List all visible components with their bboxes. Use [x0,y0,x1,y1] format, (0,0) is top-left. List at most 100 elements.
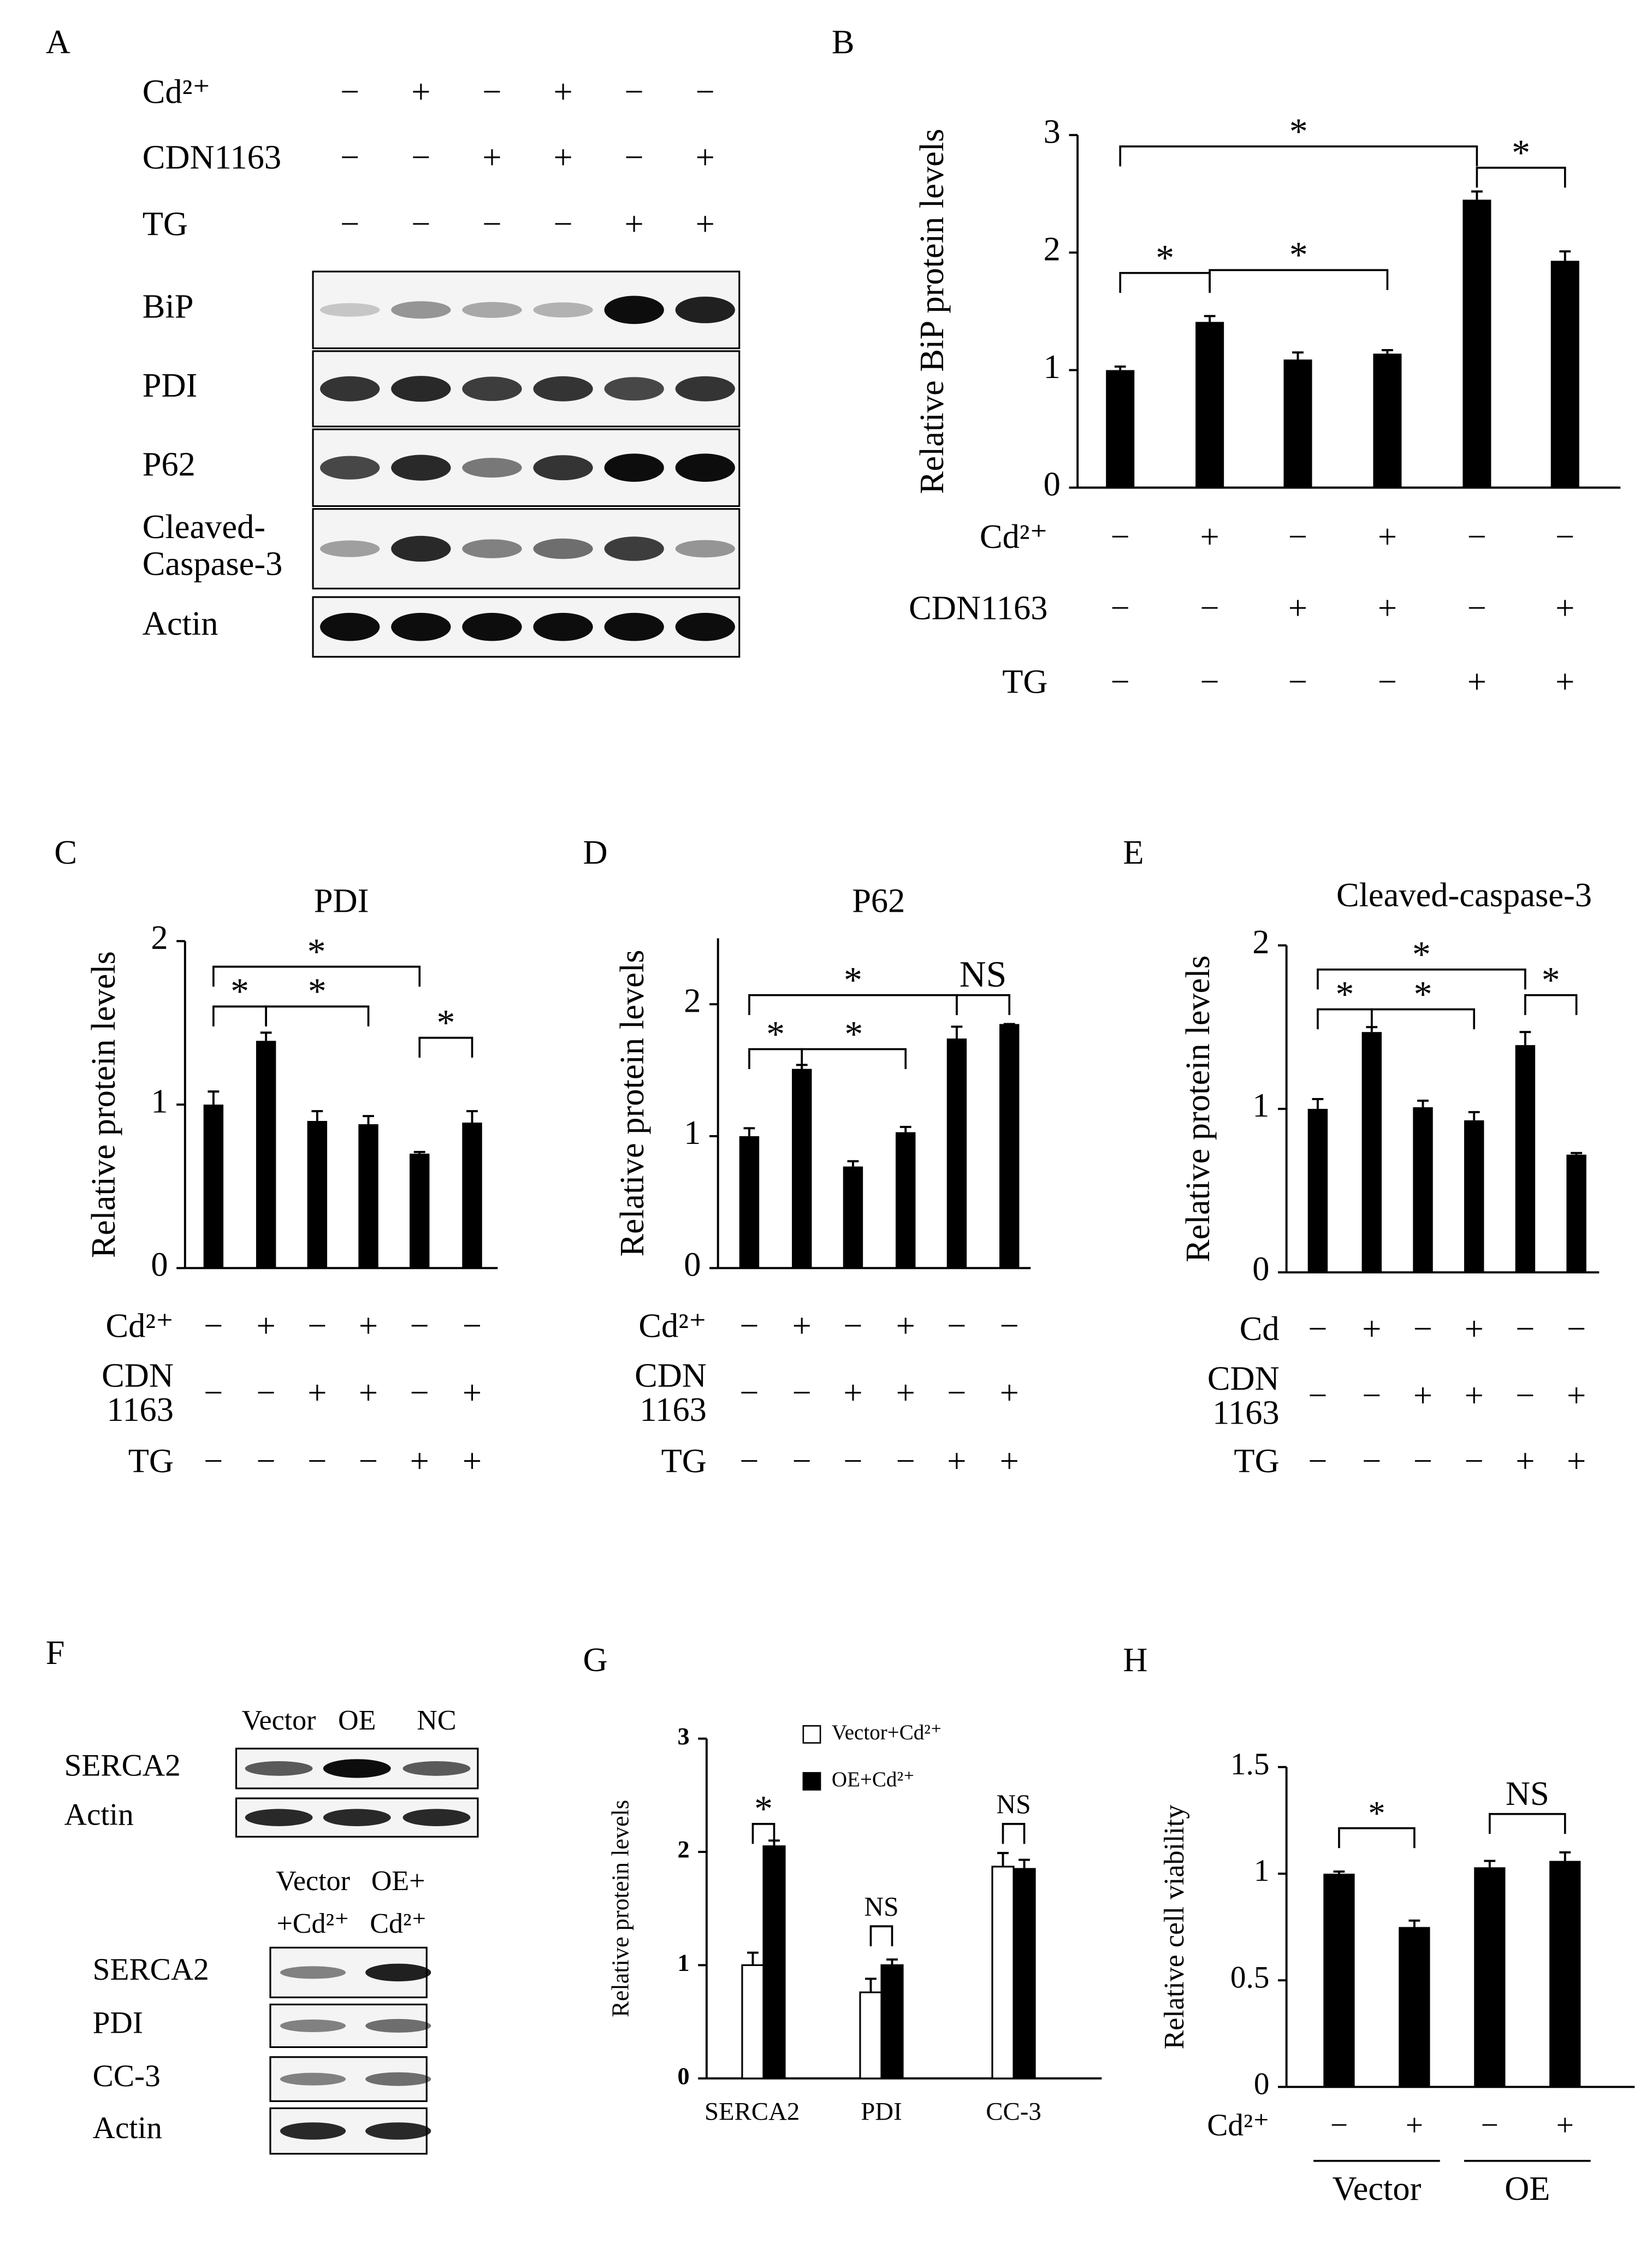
treatment-sign: − [896,1442,915,1480]
bar [1474,1867,1506,2087]
treatment-sign: + [792,1307,812,1345]
blot-frame [312,428,741,507]
treatment-sign: − [553,205,572,243]
treatment-sign: + [411,73,430,111]
bar [409,1153,430,1268]
band-label: Actin [93,2111,162,2145]
significance-label: * [1512,132,1530,173]
treatment-sign: − [1200,663,1219,701]
treatment-sign: − [1362,1442,1381,1480]
treatment-label: TG [661,1442,707,1480]
treatment-sign: − [204,1307,223,1345]
blot-band [365,2122,431,2140]
significance-label: * [1368,1794,1385,1832]
panel-label: F [46,1633,65,1672]
treatment-sign: − [625,138,644,176]
band-label: P62 [143,445,196,483]
blot-band [675,376,735,402]
significance-bracket [1209,269,1389,290]
treatment-sign: + [947,1442,966,1480]
blot-band [533,455,593,481]
y-tick-label: 1 [678,1950,690,1976]
blot-band [391,301,451,319]
treatment-sign: + [1406,2108,1423,2142]
treatment-sign: + [896,1307,915,1345]
legend-swatch [802,1772,821,1791]
significance-label: * [1335,973,1354,1014]
blot-frame [312,596,741,658]
bar [1323,1873,1355,2087]
treatment-label: Cd²⁺ [638,1307,707,1345]
y-tick-label: 3 [678,1723,690,1750]
band-label: Actin [64,1797,134,1832]
lane-label: NC [417,1705,456,1736]
chart-title: P62 [852,881,905,919]
y-tick-label: 0 [1252,1249,1269,1288]
treatment-sign: − [463,1307,482,1345]
significance-label: * [844,1013,863,1054]
treatment-sign: − [1362,1376,1381,1414]
treatment-sign: − [1467,588,1487,627]
treatment-sign: − [1555,517,1574,556]
y-tick-label: 1.5 [1230,1747,1270,1781]
blot-band [604,377,664,401]
treatment-sign: + [463,1442,482,1480]
blot-band [280,2122,346,2140]
y-axis-label: Relative protein levels [613,950,651,1257]
blot-band [320,376,380,402]
bar [256,1041,276,1268]
treatment-sign: + [307,1373,327,1412]
treatment-sign: + [1467,663,1487,701]
treatment-sign: + [896,1373,915,1412]
treatment-sign: + [1200,517,1219,556]
blot-band [245,1809,313,1826]
treatment-sign: + [1000,1373,1019,1412]
treatment-sign: − [947,1307,966,1345]
blot-band [365,2072,431,2086]
y-tick-label: 1 [1252,1086,1269,1124]
lane-label: Vector [242,1705,316,1736]
blot-band [675,453,735,482]
significance-bracket [801,1048,907,1070]
treatment-sign: − [739,1307,759,1345]
treatment-sign: + [1362,1309,1381,1348]
treatment-sign: − [739,1373,759,1412]
bar [462,1122,482,1268]
treatment-sign: + [463,1373,482,1412]
blot-band [280,2019,346,2032]
bar [1361,1032,1382,1273]
blot-frame [312,508,741,589]
blot-band [462,458,522,478]
bar [1106,370,1135,488]
treatment-label: 1163 [106,1390,174,1429]
blot-band [533,302,593,318]
significance-bracket [1317,969,1526,990]
treatment-sign: + [1465,1376,1484,1414]
blot-band [604,536,664,561]
treatment-sign: − [625,73,644,111]
treatment-sign: − [1308,1442,1327,1480]
band-label: CC-3 [93,2059,161,2093]
treatment-sign: − [739,1442,759,1480]
treatment-label: TG [143,205,188,243]
treatment-sign: − [1288,517,1307,556]
treatment-sign: − [411,205,430,243]
treatment-label: 1163 [1212,1393,1280,1431]
significance-label: * [308,971,327,1012]
treatment-sign: − [696,73,715,111]
bar [1413,1107,1433,1273]
significance-label: * [766,1013,785,1054]
blot-band [675,540,735,558]
group-label: OE [1505,2169,1550,2207]
panel-label: C [54,833,77,871]
chart-title: Cleaved-caspase-3 [1336,876,1592,914]
blot-band [462,612,522,641]
y-tick-label: 2 [678,1836,690,1863]
blot-band [533,612,593,641]
y-axis-label: Relative protein levels [1179,955,1217,1262]
bar [896,1132,916,1268]
legend-swatch [802,1725,821,1744]
treatment-sign: + [257,1307,276,1345]
treatment-sign: − [1000,1307,1019,1345]
